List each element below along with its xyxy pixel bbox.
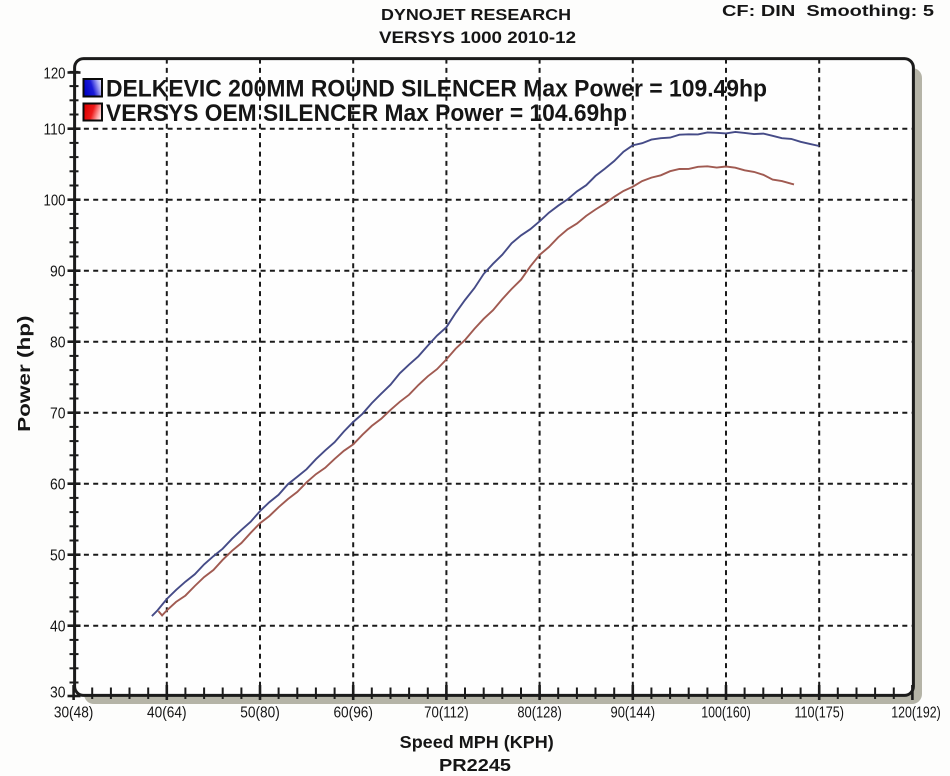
svg-text:60: 60 xyxy=(50,477,66,494)
svg-text:Power (hp): Power (hp) xyxy=(14,316,34,432)
svg-text:50(80): 50(80) xyxy=(240,705,280,722)
svg-text:Speed MPH (KPH): Speed MPH (KPH) xyxy=(400,732,554,752)
svg-text:110(175): 110(175) xyxy=(794,705,844,722)
svg-text:110: 110 xyxy=(44,122,66,139)
svg-text:80(128): 80(128) xyxy=(517,705,562,722)
svg-text:90: 90 xyxy=(50,264,66,281)
svg-text:50: 50 xyxy=(50,548,66,565)
svg-text:70: 70 xyxy=(50,406,66,423)
svg-text:40(64): 40(64) xyxy=(147,705,187,722)
svg-text:80: 80 xyxy=(50,335,66,352)
svg-text:30(48): 30(48) xyxy=(54,705,94,722)
svg-text:120(192): 120(192) xyxy=(891,705,941,722)
svg-text:DYNOJET RESEARCH: DYNOJET RESEARCH xyxy=(381,7,571,24)
svg-text:90(144): 90(144) xyxy=(611,705,656,722)
svg-text:70(112): 70(112) xyxy=(424,705,469,722)
svg-text:40: 40 xyxy=(50,619,66,636)
svg-text:120: 120 xyxy=(44,65,66,82)
svg-text:100: 100 xyxy=(44,193,66,210)
svg-text:CF: DIN Smoothing: 5: CF: DIN Smoothing: 5 xyxy=(722,3,934,20)
svg-text:PR2245: PR2245 xyxy=(439,755,511,775)
svg-text:VERSYS OEM SILENCER Max Power: VERSYS OEM SILENCER Max Power = 104.69hp xyxy=(106,100,627,127)
svg-text:100(160): 100(160) xyxy=(701,705,751,722)
svg-text:VERSYS 1000 2010-12: VERSYS 1000 2010-12 xyxy=(379,29,576,47)
svg-text:DELKEVIC 200MM ROUND SILENCER: DELKEVIC 200MM ROUND SILENCER Max Power … xyxy=(106,75,767,102)
svg-text:60(96): 60(96) xyxy=(333,705,373,722)
svg-text:30: 30 xyxy=(50,684,66,701)
